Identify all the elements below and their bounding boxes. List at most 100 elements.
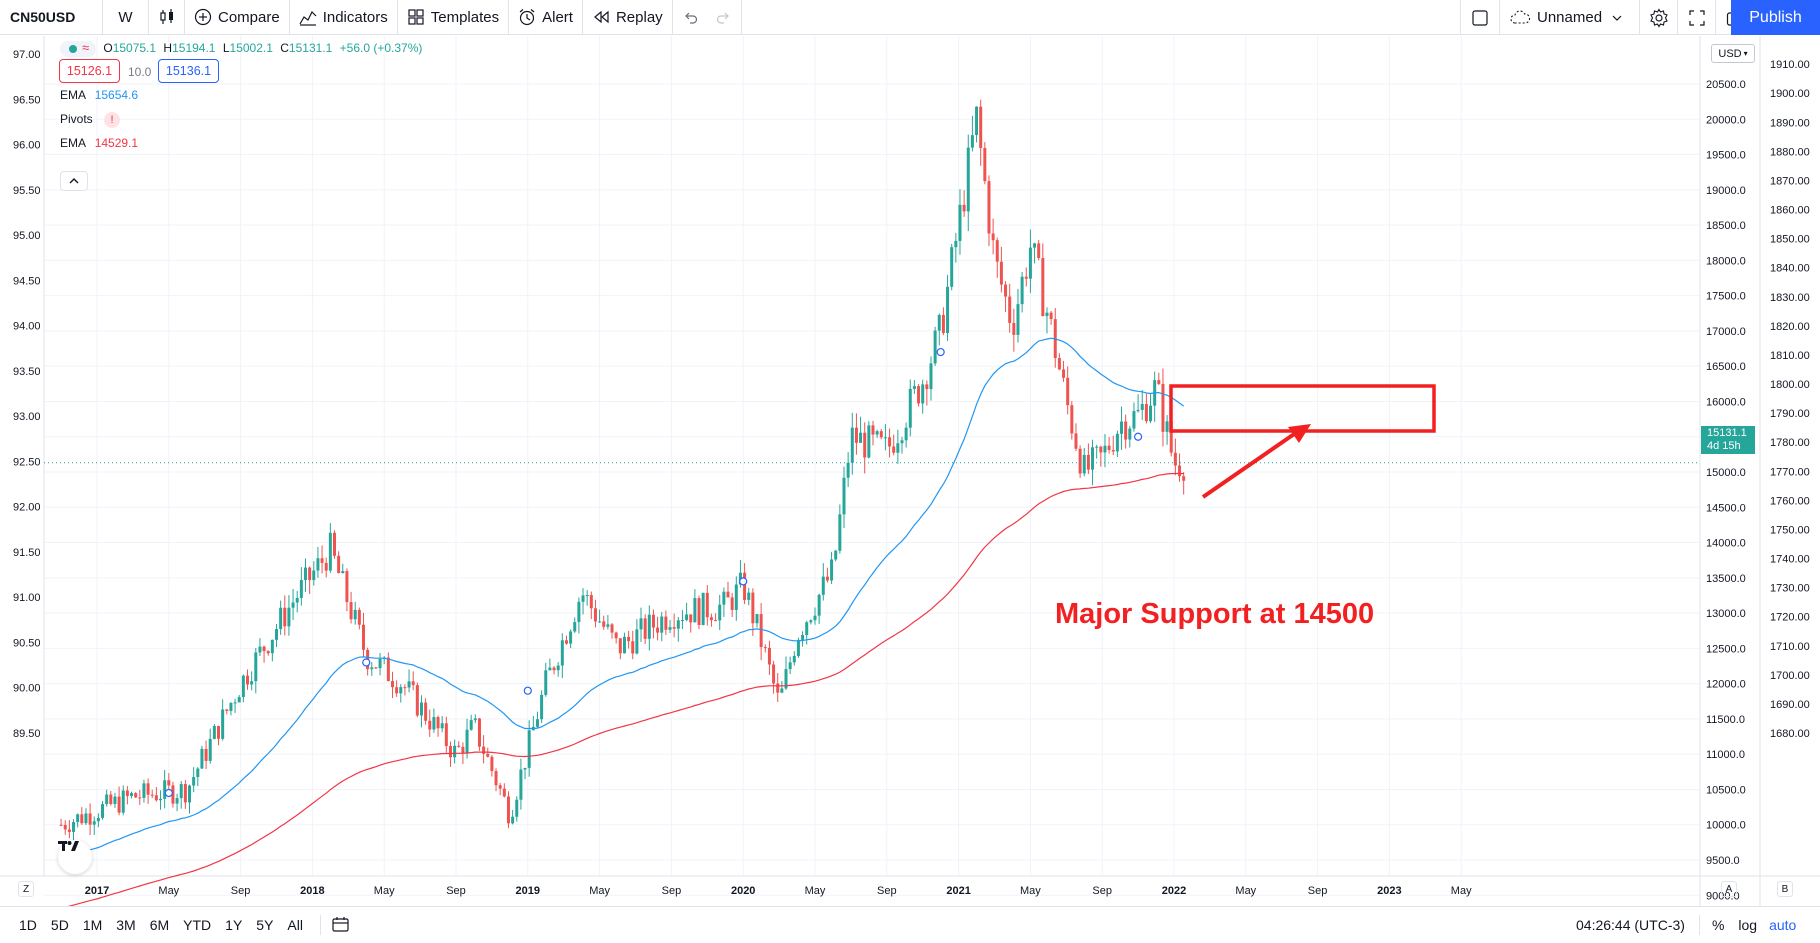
candle-body (1024, 276, 1028, 279)
tradingview-logo[interactable] (58, 840, 92, 874)
candle-body (668, 627, 672, 630)
range-1m[interactable]: 1M (82, 916, 103, 933)
candle-body (221, 709, 225, 739)
templates-button[interactable]: Templates (398, 0, 510, 35)
price-axis-label: 12000.0 (1706, 679, 1746, 691)
candle-body (556, 665, 560, 671)
candle-body (813, 615, 817, 621)
chart-pane[interactable]: 97.00 96.50 96.00 95.50 95.00 94.50 94.00 93.50… (0, 36, 1820, 906)
candle-body (167, 780, 171, 786)
chart-type-button[interactable] (149, 0, 185, 35)
chevron-down-icon: ▾ (1743, 49, 1748, 58)
redo-button[interactable] (707, 0, 742, 35)
far-axis-label: 1720.00 (1770, 612, 1810, 624)
candle-body (825, 576, 829, 581)
publish-button[interactable]: Publish (1731, 0, 1820, 35)
range-3m[interactable]: 3M (116, 916, 136, 933)
candle-body (680, 620, 684, 622)
pivot-marker[interactable] (936, 347, 945, 357)
candle-body (1091, 447, 1095, 470)
status-dots[interactable]: ≈ (60, 40, 96, 57)
indicator-name: Pivots (60, 112, 93, 126)
candle-body (473, 718, 477, 721)
annotation-arrow-shaft[interactable] (1201, 428, 1302, 499)
sell-price-button[interactable]: 15126.1 (59, 59, 120, 83)
price-chart[interactable]: 97.00 96.50 96.00 95.50 95.00 94.50 94.00 93.50… (0, 36, 1820, 906)
candle-body (776, 683, 780, 693)
support-zone-rectangle[interactable] (1169, 384, 1436, 433)
support-annotation[interactable]: Major Support at 14500 (1055, 598, 1375, 630)
warning-icon[interactable]: ! (104, 112, 121, 128)
pivot-marker[interactable] (739, 577, 748, 586)
fullscreen-button[interactable] (1678, 0, 1716, 35)
alert-button[interactable]: Alert (509, 0, 583, 35)
candle-body (925, 384, 929, 390)
symbol-search[interactable]: CN50USD (0, 0, 103, 35)
timezone-corner-button[interactable]: Z (18, 881, 34, 897)
tv-logo-icon (58, 841, 79, 851)
candle-body (506, 796, 510, 824)
clock[interactable]: 04:26:44 (UTC-3) (1576, 917, 1685, 933)
range-5y[interactable]: 5Y (256, 916, 274, 933)
auto-scale-toggle[interactable]: auto (1769, 917, 1797, 933)
candle-body (792, 655, 796, 663)
fullscreen-toggle-button[interactable] (1460, 0, 1500, 35)
buy-price-button[interactable]: 15136.1 (158, 59, 219, 83)
candle-body (726, 591, 730, 598)
compare-button[interactable]: Compare (185, 0, 290, 35)
pivot-marker[interactable] (362, 658, 371, 667)
indicator-ema-fast[interactable]: EMA 15654.6 (60, 88, 138, 102)
candle-body (929, 363, 933, 390)
indicator-pivots[interactable]: Pivots ! (60, 112, 121, 128)
candle-body (622, 636, 626, 654)
legend-main: ≈ O15075.1 H15194.1 L15002.1 C15131.1 +5… (60, 40, 422, 57)
indicator-ema-slow[interactable]: EMA 14529.1 (60, 136, 138, 150)
candle-body (266, 651, 270, 654)
range-5d[interactable]: 5D (50, 916, 69, 933)
candle-body (1004, 284, 1008, 297)
log-scale-toggle[interactable]: log (1738, 917, 1758, 933)
interval-button[interactable]: W (103, 0, 149, 35)
candle-body (432, 717, 436, 730)
candle-body (270, 639, 274, 654)
candle-body (316, 558, 320, 571)
replay-button[interactable]: Replay (583, 0, 673, 35)
annotation-arrow-head[interactable] (1288, 424, 1311, 443)
undo-button[interactable] (673, 0, 707, 35)
pivot-marker[interactable] (164, 788, 173, 798)
candle-body (299, 580, 303, 598)
indicators-button[interactable]: Indicators (290, 0, 398, 35)
range-1y[interactable]: 1Y (225, 916, 243, 933)
layout-menu-button[interactable]: Unnamed (1500, 0, 1640, 35)
candle-body (1066, 377, 1070, 406)
candle-body (453, 745, 457, 758)
percent-scale-toggle[interactable]: % (1711, 917, 1725, 933)
scale-b-button[interactable]: B (1777, 881, 1793, 897)
far-axis-label: 1830.00 (1770, 292, 1810, 304)
far-axis-label: 1760.00 (1770, 495, 1810, 507)
price-axis-label: 18000.0 (1706, 255, 1746, 267)
candle-body (962, 204, 966, 212)
candle-body (1082, 454, 1086, 474)
candle-body (490, 756, 494, 772)
range-all[interactable]: All (287, 916, 303, 933)
pivot-marker[interactable] (523, 686, 532, 695)
range-1d[interactable]: 1D (19, 916, 37, 933)
candle-body (345, 571, 349, 603)
scale-a-button[interactable]: A (1721, 881, 1737, 897)
candle-body (237, 697, 241, 703)
candle-body (573, 622, 577, 632)
range-6m[interactable]: 6M (149, 916, 170, 933)
chevron-down-icon (1612, 15, 1622, 21)
pivot-marker[interactable] (1133, 432, 1143, 441)
candle-body (743, 572, 747, 600)
settings-button[interactable] (1640, 0, 1678, 35)
collapse-legend-button[interactable] (60, 171, 88, 191)
far-axis-label: 1820.00 (1770, 321, 1810, 333)
candle-body (183, 784, 187, 803)
time-axis-label: May (805, 885, 826, 897)
range-ytd[interactable]: YTD (183, 916, 212, 933)
calendar-goto-icon[interactable] (331, 916, 351, 934)
currency-button[interactable]: USD ▾ (1711, 44, 1755, 63)
candle-body (921, 384, 925, 404)
